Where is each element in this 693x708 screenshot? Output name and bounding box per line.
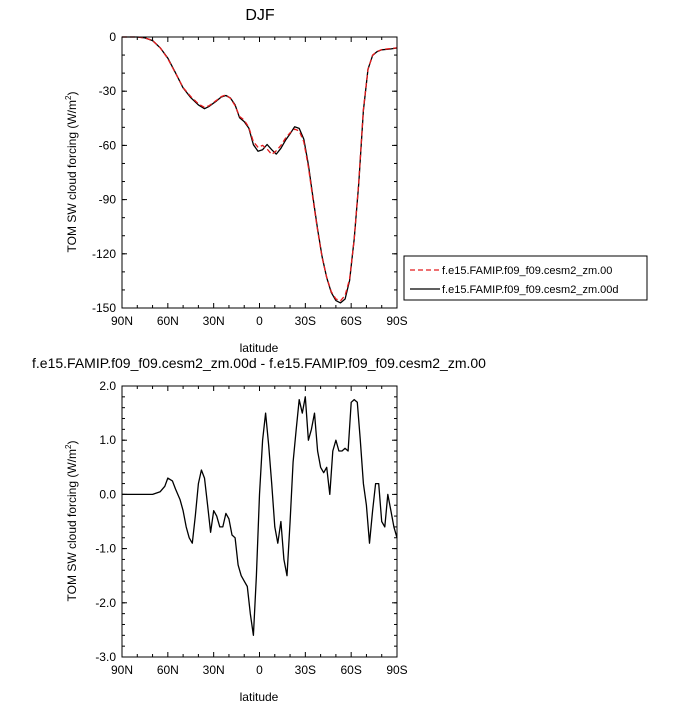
bottom-xtick-label: 30S xyxy=(295,663,316,677)
top-ytick-label: -60 xyxy=(99,138,117,152)
top-ytick-label: -30 xyxy=(99,84,117,98)
top-xaxis-label: latitude xyxy=(240,341,279,355)
top-yaxis-label: TOM SW cloud forcing (W/m2) xyxy=(64,92,79,253)
bottom-ytick-label: 2.0 xyxy=(99,379,116,393)
top-plot-area: 90N 60N 30N 0 30S 60S 90S 0 -30 -60 -90 -120 -150 xyxy=(92,30,408,328)
top-series-line-2 xyxy=(122,36,398,302)
top-chart-title: DJF xyxy=(245,7,275,24)
bottom-chart: f.e15.FAMIP.f09_f09.cesm2_zm.00d - f.e15… xyxy=(32,355,486,704)
legend-label-series-1: f.e15.FAMIP.f09_f09.cesm2_zm.00 xyxy=(442,265,612,277)
top-yaxis-label-main: TOM SW cloud forcing (W/m xyxy=(65,100,79,252)
bottom-xtick-label: 30N xyxy=(203,663,225,677)
top-ytick-label: -150 xyxy=(92,301,116,315)
bottom-xtick-label: 60S xyxy=(340,663,361,677)
top-ytick-label: 0 xyxy=(109,30,116,44)
bottom-chart-title: f.e15.FAMIP.f09_f09.cesm2_zm.00d - f.e15… xyxy=(32,355,486,371)
top-plot-frame xyxy=(121,36,398,309)
top-ytick-label: -120 xyxy=(92,247,116,261)
legend-label-series-2: f.e15.FAMIP.f09_f09.cesm2_zm.00d xyxy=(442,284,619,296)
bottom-yaxis-label-close: ) xyxy=(65,441,79,445)
bottom-ytick-label: 0.0 xyxy=(99,487,116,501)
top-yaxis-label-sup: 2 xyxy=(64,95,73,100)
top-legend-box xyxy=(403,255,648,301)
bottom-yaxis-label-sup: 2 xyxy=(64,444,73,449)
bottom-yaxis-label-main: TOM SW cloud forcing (W/m xyxy=(65,449,79,601)
top-legend: f.e15.FAMIP.f09_f09.cesm2_zm.00 f.e15.FA… xyxy=(403,255,648,301)
bottom-xtick-label: 90S xyxy=(386,663,407,677)
bottom-xtick-label: 60N xyxy=(157,663,179,677)
top-series-line-1 xyxy=(122,36,398,304)
bottom-xaxis-label: latitude xyxy=(240,690,279,704)
top-xtick-label: 30N xyxy=(203,314,225,328)
top-chart: DJF 90N 60N 30N 0 30S 60S 90S 0 -30 -60 -90 -120 -15… xyxy=(64,7,648,355)
bottom-xtick-label: 90N xyxy=(111,663,133,677)
bottom-plot-area: 90N 60N 30N 0 30S 60S 90S 2.0 1.0 0.0 -1.0 -2.0 -3.0 xyxy=(95,379,407,677)
bottom-yaxis-label: TOM SW cloud forcing (W/m2) xyxy=(64,441,79,602)
top-ytick-label: -90 xyxy=(99,193,117,207)
bottom-series-line-1 xyxy=(122,396,398,636)
bottom-plot-frame xyxy=(121,385,398,658)
top-xtick-label: 60N xyxy=(157,314,179,328)
bottom-ytick-label: 1.0 xyxy=(99,433,116,447)
bottom-ytick-label: -1.0 xyxy=(95,542,116,556)
top-xtick-label: 30S xyxy=(295,314,316,328)
top-xtick-label: 90N xyxy=(111,314,133,328)
bottom-ytick-label: -3.0 xyxy=(95,650,116,664)
top-xtick-label: 60S xyxy=(340,314,361,328)
bottom-xtick-label: 0 xyxy=(256,663,263,677)
top-xtick-label: 0 xyxy=(256,314,263,328)
top-xtick-label: 90S xyxy=(386,314,407,328)
top-yaxis-label-close: ) xyxy=(65,92,79,96)
bottom-ytick-label: -2.0 xyxy=(95,596,116,610)
